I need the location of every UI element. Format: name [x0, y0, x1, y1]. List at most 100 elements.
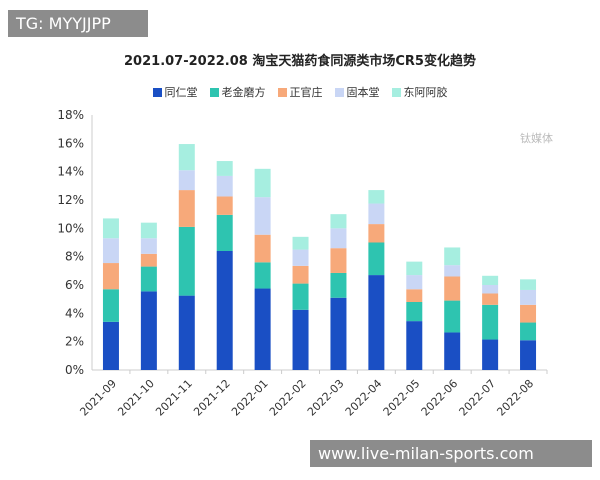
- bar-segment: [216, 175, 233, 197]
- legend-item: 老金磨方: [209, 84, 266, 100]
- bar-segment: [368, 224, 385, 243]
- bar-segment: [102, 263, 119, 290]
- bar-segment: [292, 265, 309, 284]
- bar-segment: [406, 289, 423, 302]
- bar-segment: [216, 196, 233, 215]
- y-tick-label: 12%: [57, 193, 84, 207]
- legend-item: 固本堂: [334, 84, 380, 100]
- bar-segment: [368, 275, 385, 370]
- x-tick-label: 2022-02: [267, 377, 309, 419]
- bar-segment: [444, 332, 461, 370]
- y-tick-label: 10%: [57, 221, 84, 235]
- bar-segment: [102, 218, 119, 239]
- bar-segment: [178, 170, 195, 191]
- x-tick-label: 2022-07: [457, 377, 499, 419]
- bar-segment: [330, 214, 347, 229]
- bar-segment: [102, 321, 119, 370]
- legend-swatch: [391, 87, 401, 97]
- legend-swatch: [152, 87, 162, 97]
- x-tick-label: 2022-08: [494, 377, 536, 419]
- y-tick-label: 0%: [65, 363, 84, 377]
- bar-segment: [482, 285, 499, 294]
- bar-segment: [520, 289, 537, 305]
- bar-segment: [178, 226, 195, 296]
- bar-segment: [254, 288, 271, 370]
- bar-segment: [330, 228, 347, 249]
- bar-segment: [444, 276, 461, 301]
- bar-segment: [292, 283, 309, 310]
- bar-segment: [520, 322, 537, 341]
- x-tick-label: 2022-05: [381, 377, 423, 419]
- chart-title: 2021.07-2022.08 淘宝天猫药食同源类市场CR5变化趋势: [124, 54, 476, 69]
- bar-segment: [140, 266, 157, 292]
- legend-item: 同仁堂: [152, 84, 198, 100]
- bar-segment: [254, 197, 271, 235]
- legend-item: 正官庄: [277, 84, 323, 100]
- bar-segment: [368, 203, 385, 225]
- site-overlay-label: www.live-milan-sports.com: [310, 440, 592, 467]
- bar-segment: [444, 300, 461, 333]
- bar-segment: [140, 291, 157, 370]
- x-tick-label: 2021-11: [153, 377, 195, 419]
- watermark: 钛媒体: [520, 132, 553, 145]
- bar-segment: [406, 302, 423, 322]
- bar-segment: [254, 234, 271, 263]
- legend-label: 固本堂: [346, 86, 380, 99]
- bar-segment: [254, 168, 271, 198]
- bar-segment: [216, 214, 233, 251]
- y-tick-label: 14%: [57, 165, 84, 179]
- bar-segment: [140, 253, 157, 267]
- bar-segment: [292, 249, 309, 266]
- legend-swatch: [209, 87, 219, 97]
- bar-segment: [102, 238, 119, 264]
- bar-segment: [368, 242, 385, 276]
- x-tick-label: 2022-04: [343, 377, 385, 419]
- legend-item: 东阿阿胶: [391, 84, 448, 100]
- x-tick-label: 2021-09: [77, 377, 119, 419]
- bar-segment: [140, 222, 157, 239]
- bar-segment: [406, 261, 423, 276]
- bar-segment: [178, 190, 195, 227]
- bar-segment: [482, 304, 499, 340]
- bar-segment: [406, 321, 423, 370]
- x-tick-label: 2021-10: [115, 377, 157, 419]
- y-tick-label: 6%: [65, 278, 84, 292]
- bar-segment: [254, 262, 271, 289]
- x-tick-label: 2021-12: [191, 377, 233, 419]
- x-tick-label: 2022-01: [229, 377, 271, 419]
- bar-segment: [216, 161, 233, 176]
- y-tick-label: 18%: [57, 108, 84, 122]
- bar-segment: [520, 279, 537, 290]
- bar-segment: [406, 275, 423, 290]
- bar-segment: [482, 339, 499, 370]
- bar-segment: [292, 309, 309, 370]
- bar-segment: [482, 293, 499, 305]
- bar-segment: [292, 236, 309, 250]
- x-tick-label: 2022-06: [419, 377, 461, 419]
- bar-segment: [216, 251, 233, 370]
- x-tick-label: 2022-03: [305, 377, 347, 419]
- bar-segment: [520, 304, 537, 323]
- bar-segment: [102, 289, 119, 322]
- legend: 同仁堂 老金磨方 正官庄 固本堂 东阿阿胶: [0, 84, 600, 100]
- bar-segment: [330, 272, 347, 298]
- legend-label: 同仁堂: [164, 86, 198, 99]
- bar-segment: [330, 248, 347, 273]
- legend-swatch: [277, 87, 287, 97]
- legend-swatch: [334, 87, 344, 97]
- y-tick-label: 2%: [65, 335, 84, 349]
- tg-overlay-label: TG: MYYJJPP: [8, 10, 148, 37]
- bar-segment: [520, 340, 537, 370]
- bar-segment: [178, 295, 195, 370]
- bar-segment: [444, 265, 461, 277]
- legend-label: 正官庄: [289, 86, 323, 99]
- bar-segment: [444, 247, 461, 266]
- legend-label: 东阿阿胶: [403, 86, 448, 99]
- y-tick-label: 8%: [65, 250, 84, 264]
- bar-segment: [330, 297, 347, 370]
- legend-label: 老金磨方: [221, 86, 266, 99]
- bar-segment: [368, 190, 385, 204]
- bar-segment: [178, 144, 195, 171]
- y-tick-label: 4%: [65, 306, 84, 320]
